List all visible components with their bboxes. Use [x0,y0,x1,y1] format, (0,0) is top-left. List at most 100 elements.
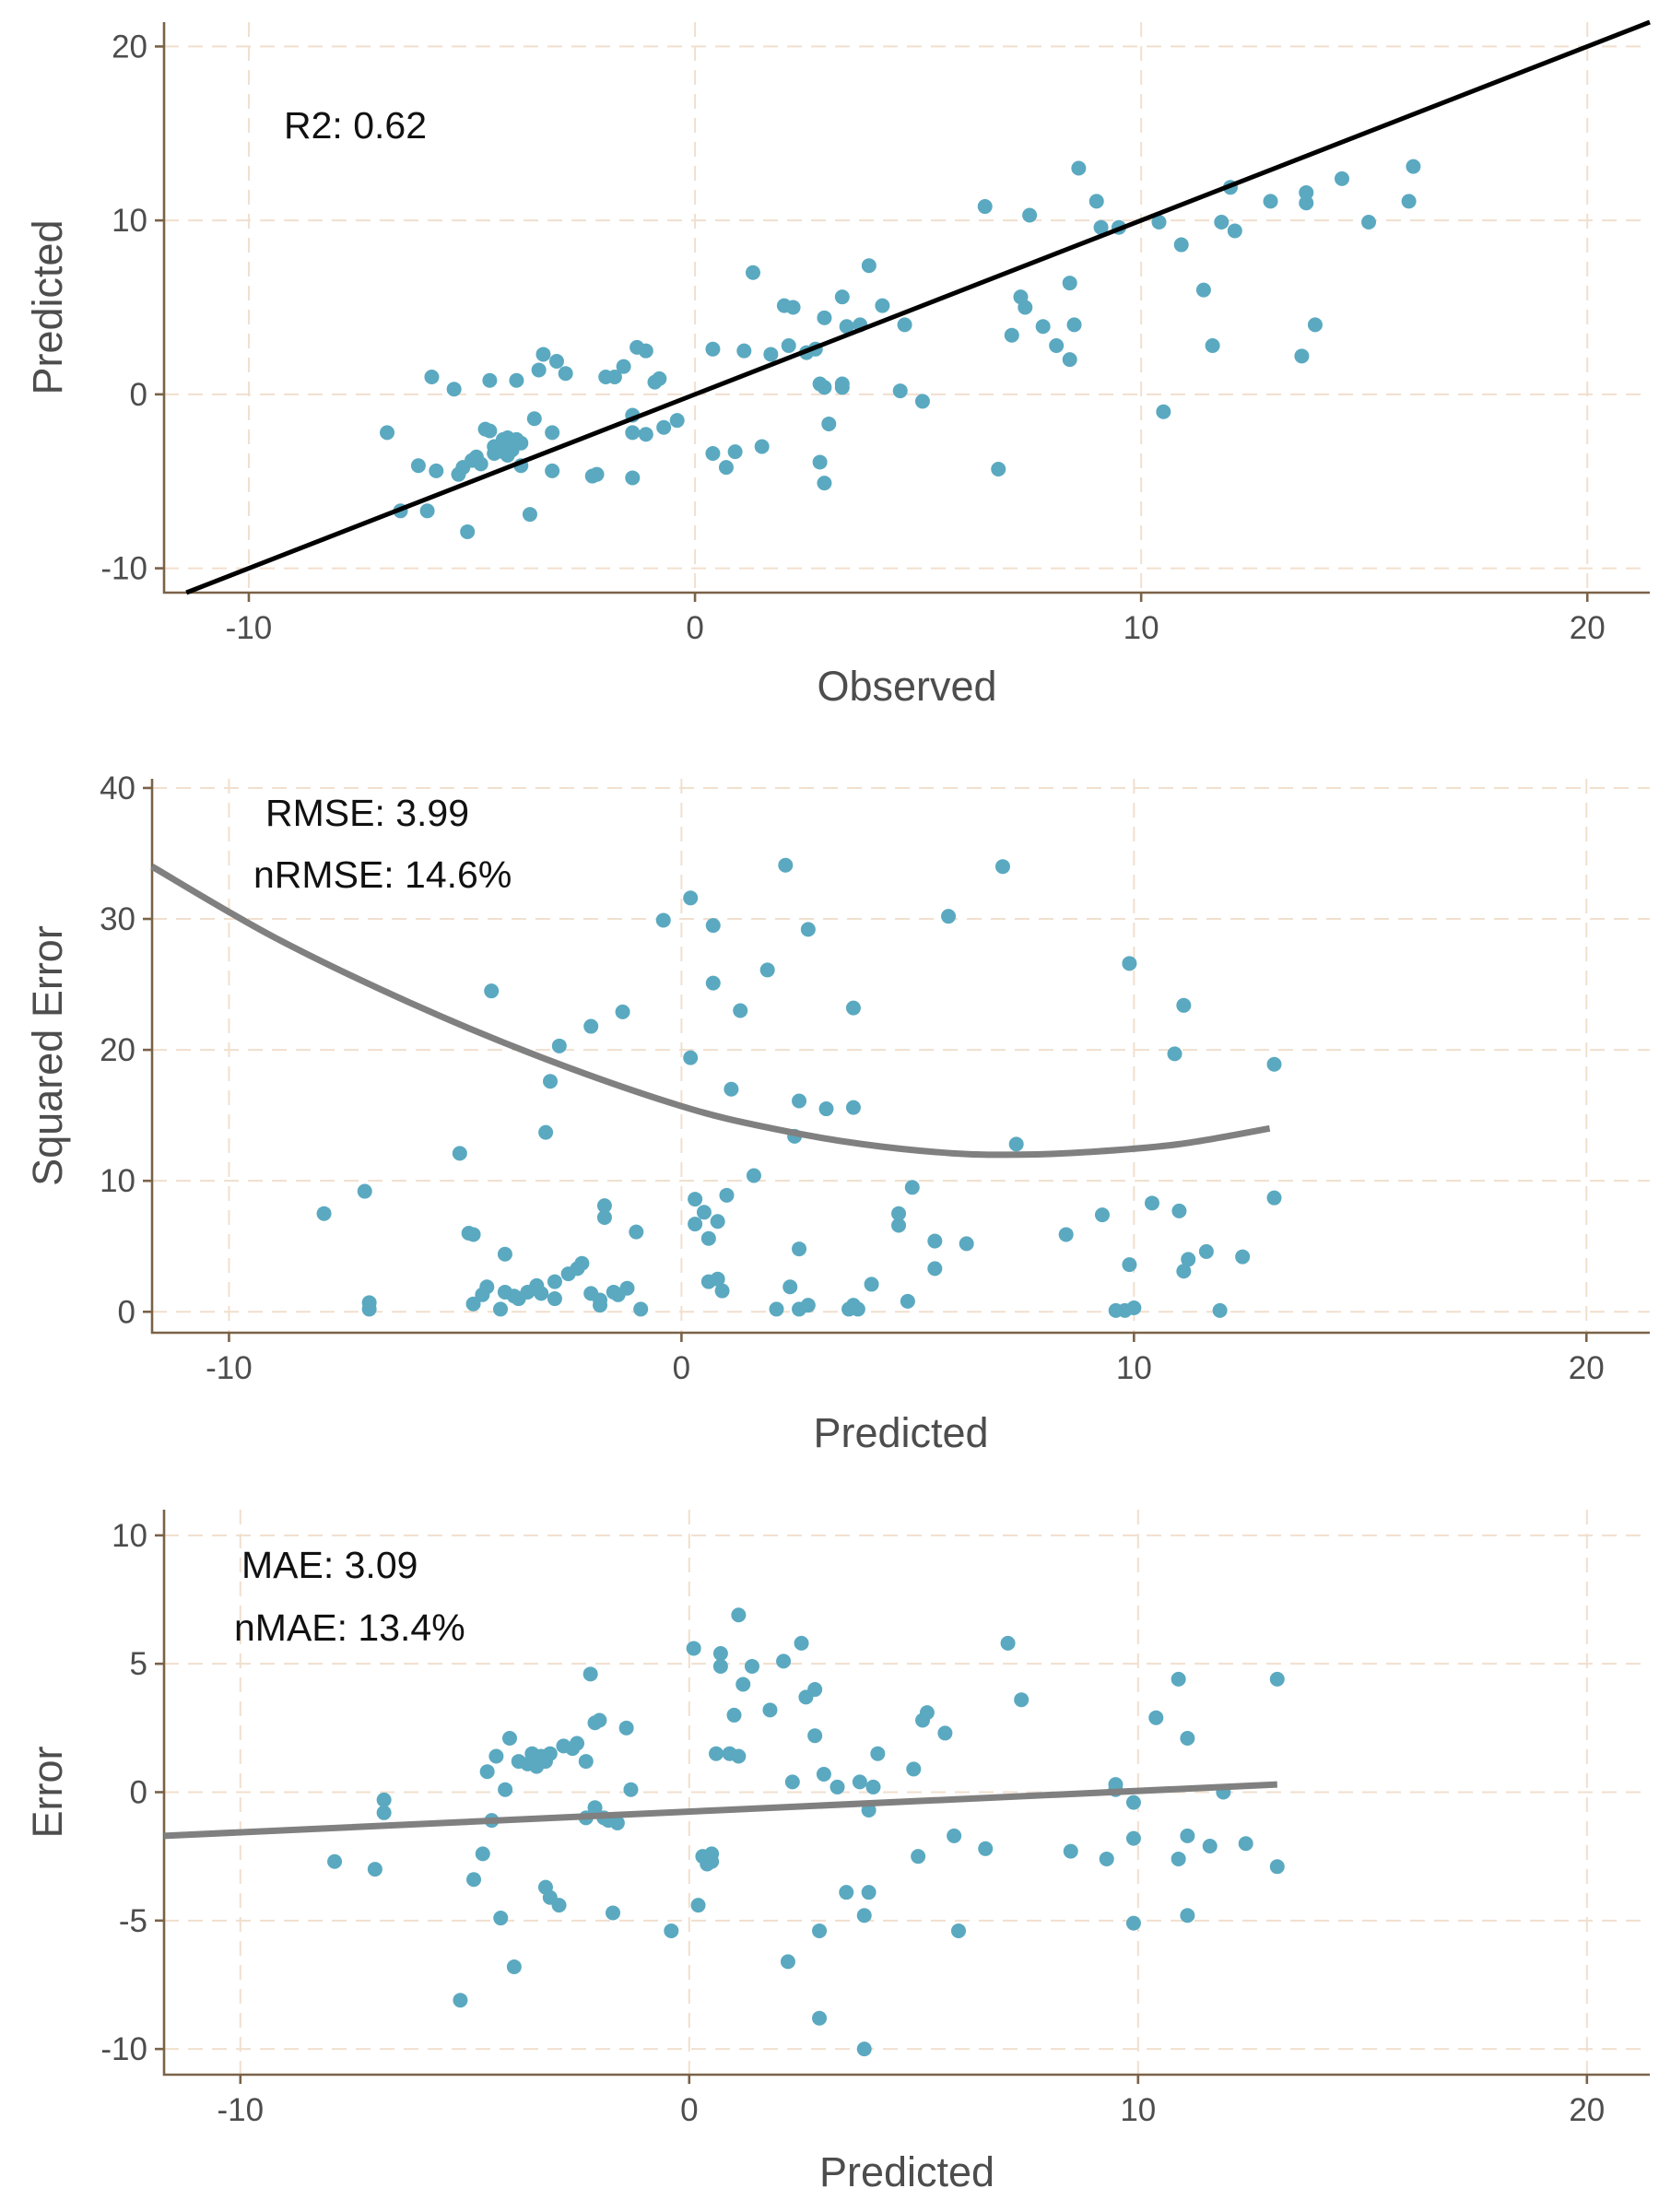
data-point [1235,1249,1251,1265]
data-point [861,1885,877,1900]
trend-line [150,864,1271,1159]
data-point [582,1666,598,1682]
data-point [1144,1195,1159,1211]
x-tick-label: 10 [1124,610,1159,646]
data-point [656,419,672,435]
data-point [817,476,832,491]
data-point [1063,1843,1078,1859]
data-point [1062,352,1077,368]
data-point [864,1277,879,1292]
data-point [465,1227,481,1242]
data-point [812,454,828,470]
data-point [891,1206,907,1221]
data-point [548,354,564,370]
data-point [475,1846,490,1862]
data-point [818,1101,834,1117]
data-point [839,1885,854,1900]
rmse-annotation: RMSE: 3.99 [265,792,469,834]
data-point [558,366,573,382]
data-point [1018,300,1033,315]
data-point [1171,1203,1187,1218]
data-point [587,1800,603,1816]
data-point [1156,404,1171,419]
data-point [1058,1227,1074,1242]
data-point [498,1782,513,1797]
data-point [578,1754,594,1770]
data-point [712,1658,728,1674]
data-point [316,1206,332,1221]
y-tick-label: 0 [118,1294,135,1330]
data-point [493,1911,509,1926]
data-point [704,1853,720,1869]
y-tick-label: 0 [130,1775,147,1811]
data-point [792,1093,807,1109]
data-point [1125,1915,1141,1931]
y-tick-label: 10 [100,1163,135,1199]
data-point [914,394,930,409]
data-point [718,460,734,476]
data-point [780,1954,795,1970]
data-point [696,1205,712,1220]
data-point [669,413,685,429]
data-point [545,425,560,441]
data-point [1334,171,1349,186]
data-point [688,1217,703,1232]
data-point [839,319,854,335]
data-point [710,1214,725,1230]
data-point [686,1641,701,1656]
y-tick-label: -10 [100,551,147,587]
x-tick-label: -10 [206,1350,253,1386]
data-point [1406,159,1421,174]
data-point [479,1279,495,1295]
data-point [712,1646,728,1662]
data-point [705,975,721,991]
data-point [618,1720,634,1735]
x-tick-label: 0 [686,610,703,646]
data-point [911,1849,926,1865]
data-point [633,1301,649,1317]
data-point [361,1301,377,1317]
data-point [652,371,667,386]
x-tick-label: -10 [226,610,273,646]
data-point [376,1792,392,1807]
data-point [547,1291,562,1307]
data-point [1148,1710,1164,1725]
data-point [892,383,908,399]
data-point [891,1218,907,1233]
y-tick-label: 40 [100,771,135,806]
data-point [589,466,605,482]
data-point [1176,997,1192,1013]
data-point [683,890,699,906]
data-point [501,1730,517,1746]
data-point [1202,1839,1218,1854]
data-point [1176,1264,1192,1279]
data-point [845,1100,861,1115]
data-point [488,1748,504,1764]
data-point [977,199,993,215]
data-point [763,347,779,362]
data-point [506,1959,522,1974]
data-point [816,1766,831,1782]
data-point [1125,1830,1141,1846]
data-point [834,380,850,395]
data-point [705,446,721,462]
data-point [629,1224,644,1240]
data-point [1049,338,1065,354]
data-point [785,300,801,315]
data-point [726,1707,742,1723]
data-point [592,1712,607,1728]
data-point [792,1241,807,1257]
y-tick-label: 10 [112,1518,147,1554]
data-point [812,2010,828,2026]
y-axis-label: Error [24,1746,71,1838]
data-point [623,1782,639,1797]
data-point [927,1233,943,1249]
data-point [535,347,551,362]
data-point [710,1271,725,1287]
data-point [900,1293,915,1309]
x-tick-label: 10 [1116,1350,1152,1386]
data-point [638,427,653,442]
data-point [776,1653,792,1669]
data-point [817,310,832,325]
data-point [1401,194,1417,209]
